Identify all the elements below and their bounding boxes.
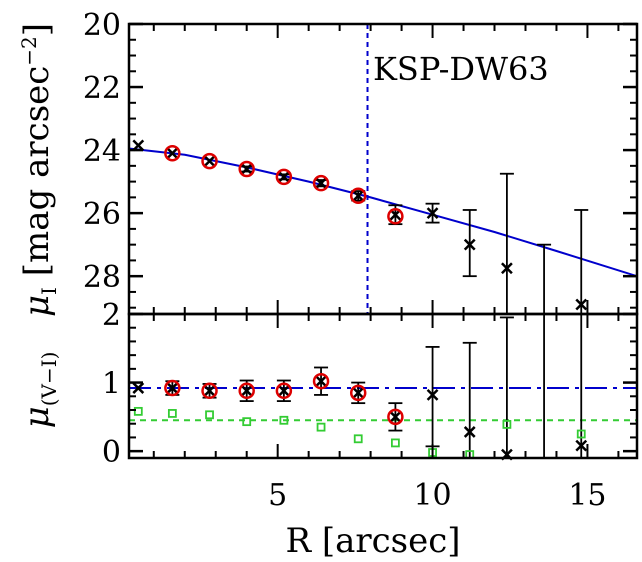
galaxy-name-label: KSP-DW63 (373, 50, 549, 88)
data-point-circle (201, 382, 218, 400)
data-point-square (242, 417, 252, 427)
data-point-circle (349, 187, 367, 205)
data-point-circle (275, 382, 293, 400)
fit-curve (128, 147, 638, 278)
data-point-cross (203, 155, 216, 168)
data-point-square (205, 410, 214, 420)
y-tick-label: 24 (83, 134, 121, 169)
data-point-circle (312, 174, 330, 192)
data-point-cross (166, 147, 179, 160)
data-point-circle (387, 208, 404, 225)
data-point-square (502, 419, 512, 429)
y-tick-label: 28 (83, 260, 121, 295)
data-point-square (353, 434, 363, 444)
data-point-cross (463, 238, 476, 251)
data-point-cross (166, 382, 179, 394)
x-axis-title: R [arcsec] (285, 521, 460, 561)
data-point-cross (352, 386, 365, 399)
data-point-cross (203, 384, 216, 397)
data-point-square (316, 422, 326, 432)
data-point-cross (240, 163, 253, 175)
y-tick-label: 1 (102, 367, 121, 402)
data-point-circle (164, 144, 181, 162)
y-tick-label: 2 (102, 298, 121, 333)
data-point-square (279, 415, 289, 425)
top-panel: 20 22 24 26 28 (83, 8, 639, 316)
data-point-circle (201, 152, 218, 170)
data-point-square (133, 406, 143, 416)
y-tick-label: 26 (83, 197, 121, 232)
data-point-circle (238, 160, 255, 178)
y-tick-label: 0 (102, 435, 121, 470)
data-point-circle (387, 408, 404, 426)
data-point-cross (389, 410, 402, 423)
data-point-cross (501, 262, 513, 275)
data-point-cross (240, 384, 253, 397)
bottom-axes-frame (127, 312, 639, 460)
data-point-cross (277, 384, 290, 397)
data-point-square (167, 409, 177, 418)
data-point-cross (132, 382, 145, 394)
top-ylabel: μI [mag arcsec−2] (17, 23, 61, 317)
data-point-square (390, 438, 400, 448)
y-tick-label: 22 (83, 71, 121, 106)
data-point-circle (164, 379, 181, 397)
data-point-cross (315, 375, 327, 388)
data-point-circle (238, 382, 255, 400)
data-point-cross (426, 389, 439, 401)
data-point-cross (575, 439, 588, 452)
y-tick-label: 20 (83, 8, 121, 43)
data-point-cross (463, 426, 476, 438)
data-point-cross (575, 298, 588, 311)
data-point-circle (349, 384, 367, 402)
x-tick-label: 5 (268, 478, 287, 513)
data-point-cross (352, 189, 365, 202)
data-point-square (576, 429, 586, 439)
x-tick-label: 15 (568, 478, 606, 513)
data-point-circle (312, 372, 330, 390)
data-point-cross (277, 170, 290, 183)
data-point-circle (275, 168, 293, 186)
data-point-cross (426, 207, 439, 220)
data-point-cross (315, 177, 327, 190)
data-point-cross (132, 139, 145, 152)
bottom-panel: 0 1 2 5 10 15 (102, 298, 639, 513)
bottom-ylabel: μ(V−I) (17, 352, 61, 429)
x-tick-label: 10 (413, 478, 451, 513)
